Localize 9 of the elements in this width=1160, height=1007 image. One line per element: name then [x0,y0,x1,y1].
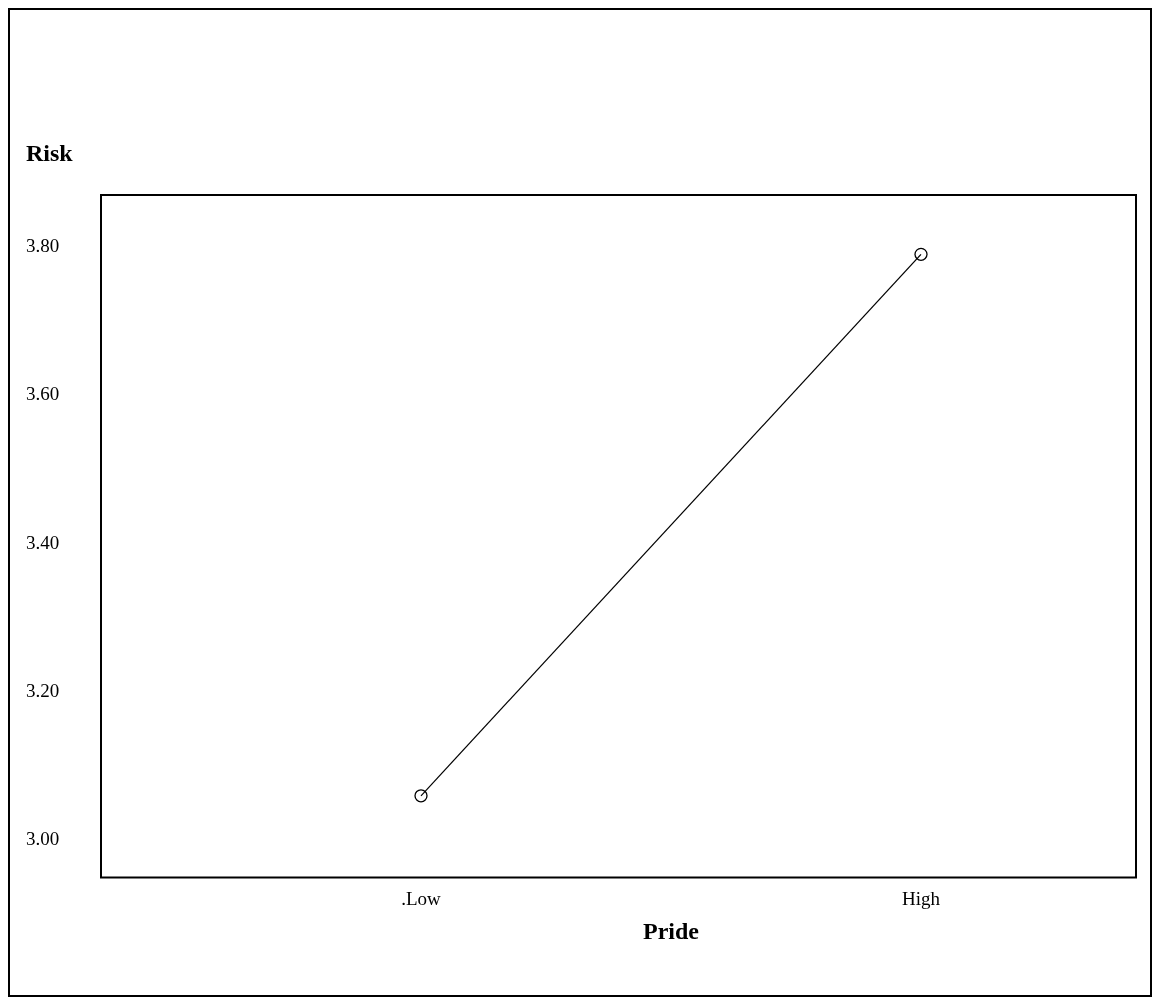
x-axis-title: Pride [643,917,700,944]
x-tick-label: .Low [401,887,442,909]
x-tick-label: High [902,887,941,909]
y-tick-label: 3.60 [26,383,60,405]
y-tick-label: 3.00 [26,828,60,850]
y-tick-label: 3.40 [26,531,60,553]
y-axis-title: Risk [26,140,74,167]
y-tick-label: 3.80 [26,234,60,256]
y-tick-label: 3.20 [26,679,60,701]
